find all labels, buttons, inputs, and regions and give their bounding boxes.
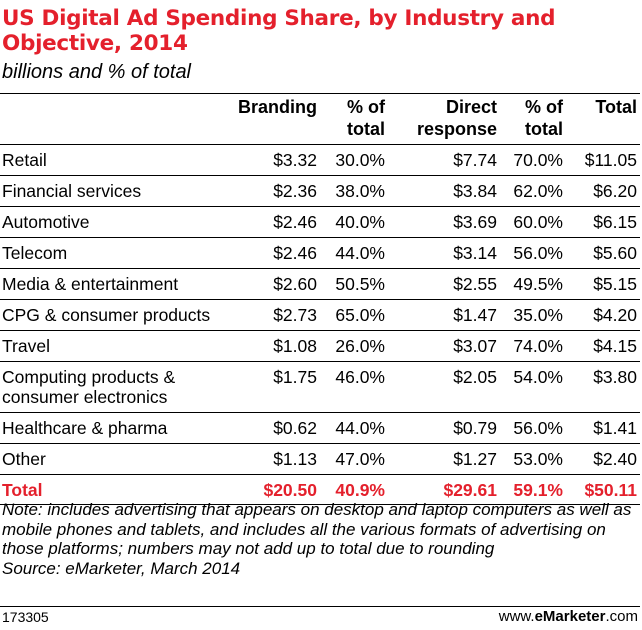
cell-direct-pct: 54.0% (500, 361, 566, 413)
table-row: Financial services $2.36 38.0% $3.84 62.… (0, 175, 640, 207)
header-label (0, 94, 228, 145)
row-label: Other (0, 443, 228, 475)
cell-direct: $3.84 (388, 175, 500, 207)
cell-total: $11.05 (566, 144, 640, 176)
table-row: Healthcare & pharma $0.62 44.0% $0.79 56… (0, 412, 640, 444)
table-row: Telecom $2.46 44.0% $3.14 56.0% $5.60 (0, 237, 640, 269)
cell-total: $6.15 (566, 206, 640, 238)
cell-branding: $2.46 (228, 237, 320, 269)
cell-direct-pct: 53.0% (500, 443, 566, 475)
cell-direct-pct: 56.0% (500, 412, 566, 444)
source-text: Source: eMarketer, March 2014 (2, 558, 241, 578)
cell-direct: $3.69 (388, 206, 500, 238)
cell-branding-pct: 47.0% (320, 443, 388, 475)
cell-total: $4.15 (566, 330, 640, 362)
cell-direct: $1.27 (388, 443, 500, 475)
cell-branding: $2.60 (228, 268, 320, 300)
cell-branding: $2.73 (228, 299, 320, 331)
top-rule (0, 93, 640, 94)
total-row: Total $20.50 40.9% $29.61 59.1% $50.11 (0, 474, 640, 505)
cell-branding-pct: 40.0% (320, 206, 388, 238)
cell-direct: $7.74 (388, 144, 500, 176)
cell-branding-pct: 38.0% (320, 175, 388, 207)
row-label: Telecom (0, 237, 228, 269)
cell-total: $5.15 (566, 268, 640, 300)
total-branding: $20.50 (228, 474, 320, 505)
chart-id: 173305 (2, 609, 49, 625)
cell-branding-pct: 65.0% (320, 299, 388, 331)
header-row: Branding % of total Direct response % of to… (0, 94, 640, 145)
table-row: Automotive $2.46 40.0% $3.69 60.0% $6.15 (0, 206, 640, 238)
chart-title: US Digital Ad Spending Share, by Industr… (2, 6, 556, 56)
row-label: Financial services (0, 175, 228, 207)
row-label: Automotive (0, 206, 228, 238)
total-total: $50.11 (566, 474, 640, 505)
cell-branding: $1.75 (228, 361, 320, 413)
cell-branding: $1.08 (228, 330, 320, 362)
cell-branding: $3.32 (228, 144, 320, 176)
cell-total: $3.80 (566, 361, 640, 413)
cell-branding: $0.62 (228, 412, 320, 444)
cell-direct-pct: 56.0% (500, 237, 566, 269)
cell-direct-pct: 35.0% (500, 299, 566, 331)
footer-rule (0, 606, 640, 607)
cell-direct-pct: 74.0% (500, 330, 566, 362)
row-label: Healthcare & pharma (0, 412, 228, 444)
cell-branding-pct: 26.0% (320, 330, 388, 362)
header-direct-pct: % of total (525, 97, 563, 139)
cell-branding: $2.46 (228, 206, 320, 238)
cell-direct-pct: 60.0% (500, 206, 566, 238)
table-row: Travel $1.08 26.0% $3.07 74.0% $4.15 (0, 330, 640, 362)
data-table: Branding % of total Direct response % of to… (0, 94, 640, 505)
cell-direct: $2.05 (388, 361, 500, 413)
cell-branding-pct: 50.5% (320, 268, 388, 300)
cell-direct: $1.47 (388, 299, 500, 331)
cell-branding-pct: 30.0% (320, 144, 388, 176)
row-label: Retail (0, 144, 228, 176)
header-branding: Branding (238, 97, 317, 117)
table-row: CPG & consumer products $2.73 65.0% $1.4… (0, 299, 640, 331)
cell-total: $2.40 (566, 443, 640, 475)
cell-total: $4.20 (566, 299, 640, 331)
total-direct: $29.61 (388, 474, 500, 505)
cell-branding-pct: 44.0% (320, 412, 388, 444)
cell-direct-pct: 49.5% (500, 268, 566, 300)
total-label: Total (0, 474, 228, 505)
cell-branding-pct: 44.0% (320, 237, 388, 269)
cell-total: $1.41 (566, 412, 640, 444)
cell-direct: $3.14 (388, 237, 500, 269)
total-branding-pct: 40.9% (320, 474, 388, 505)
cell-direct-pct: 62.0% (500, 175, 566, 207)
site-link[interactable]: www.eMarketer.com (498, 608, 638, 625)
cell-branding: $2.36 (228, 175, 320, 207)
chart-subtitle: billions and % of total (2, 61, 192, 83)
table-row: Other $1.13 47.0% $1.27 53.0% $2.40 (0, 443, 640, 475)
cell-branding-pct: 46.0% (320, 361, 388, 413)
table-row: Media & entertainment $2.60 50.5% $2.55 … (0, 268, 640, 300)
header-branding-pct: % of total (347, 97, 385, 139)
row-label: Media & entertainment (0, 268, 228, 300)
cell-total: $6.20 (566, 175, 640, 207)
row-label: Computing products & consumer electronics (0, 361, 228, 413)
cell-direct-pct: 70.0% (500, 144, 566, 176)
row-label: CPG & consumer products (0, 299, 228, 331)
cell-direct: $3.07 (388, 330, 500, 362)
footnote: Note: includes advertising that appears … (2, 500, 638, 578)
total-direct-pct: 59.1% (500, 474, 566, 505)
cell-total: $5.60 (566, 237, 640, 269)
header-direct: Direct response (416, 97, 497, 139)
header-total: Total (595, 97, 637, 117)
table-row: Computing products & consumer electronics… (0, 361, 640, 413)
table-row: Retail $3.32 30.0% $7.74 70.0% $11.05 (0, 144, 640, 176)
row-label: Travel (0, 330, 228, 362)
cell-direct: $2.55 (388, 268, 500, 300)
note-text: Note: includes advertising that appears … (2, 500, 632, 558)
cell-direct: $0.79 (388, 412, 500, 444)
cell-branding: $1.13 (228, 443, 320, 475)
